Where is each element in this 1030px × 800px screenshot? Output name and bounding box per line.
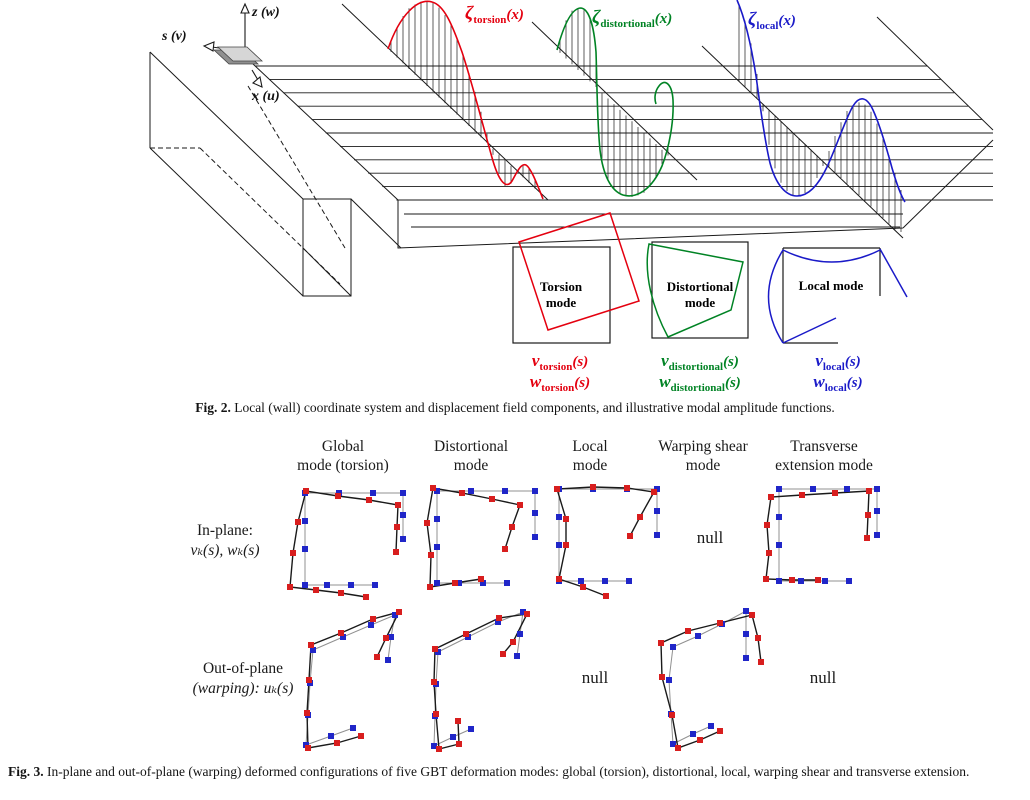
fig2-caption-label: Fig. 2. xyxy=(195,400,231,415)
fig2-drawing: Torsion mode Distortional mode Local mod… xyxy=(149,0,994,344)
header-global-mode: Global mode (torsion) xyxy=(297,438,389,475)
v-torsion-label: vtorsion(s) xyxy=(531,351,589,373)
longitudinal-stripes xyxy=(255,65,993,201)
w-torsion-label: wtorsion(s) xyxy=(529,372,591,394)
zeta-local-label: ζlocal(x) xyxy=(748,9,796,32)
distortional-mode-label-line2: mode xyxy=(685,295,716,310)
w-distortional-label: wdistortional(s) xyxy=(659,372,741,394)
z-axis-label: z (w) xyxy=(252,5,280,20)
local-amplitude-curve xyxy=(736,0,906,203)
distortional-mode-box: Distortional mode xyxy=(646,241,749,339)
diagram-inplane-distortional xyxy=(424,485,538,590)
torsion-mode-label-line2: mode xyxy=(546,295,577,310)
diagram-outofplane-distortional xyxy=(431,609,530,752)
row-label-out-of-plane: Out-of-plane (warping): uₖ(s) xyxy=(192,660,294,698)
v-distortional-label: vdistortional(s) xyxy=(661,351,739,373)
torsion-mode-box: Torsion mode xyxy=(512,212,640,344)
x-axis-label: x (u) xyxy=(252,89,280,104)
coordinate-axes xyxy=(202,2,263,88)
fold-lines xyxy=(252,3,994,239)
header-local-mode: Local mode xyxy=(572,438,608,475)
fig3-caption: Fig. 3. In-plane and out-of-plane (warpi… xyxy=(8,762,1022,782)
hatch-lines xyxy=(390,1,902,232)
null-inplane-warping-shear: null xyxy=(696,528,724,547)
member-outline xyxy=(149,3,994,297)
null-outofplane-transverse: null xyxy=(809,668,837,687)
fig3-caption-label: Fig. 3. xyxy=(8,764,44,779)
wall-element-plate xyxy=(212,46,264,65)
v-local-label: vlocal(s) xyxy=(815,351,861,373)
fig3-caption-text: In-plane and out-of-plane (warping) defo… xyxy=(47,764,970,779)
torsion-mode-label-line1: Torsion xyxy=(540,279,583,294)
zeta-torsion-label: ζtorsion(x) xyxy=(465,3,524,26)
distortional-deformed-shape xyxy=(646,243,744,338)
local-mode-label: Local mode xyxy=(799,278,864,293)
hidden-edges xyxy=(150,85,346,285)
diagram-outofplane-warping-shear xyxy=(658,608,764,751)
diagram-inplane-transverse xyxy=(763,486,880,584)
w-local-label: wlocal(s) xyxy=(813,372,863,394)
null-outofplane-local: null xyxy=(581,668,609,687)
header-warping-shear-mode: Warping shear mode xyxy=(658,438,748,475)
fig2-caption-text: Local (wall) coordinate system and displ… xyxy=(234,400,835,415)
torsion-amplitude-curve xyxy=(387,0,544,200)
diagram-outofplane-global xyxy=(303,609,402,751)
header-transverse-extension-mode: Transverse extension mode xyxy=(775,438,873,475)
diagram-inplane-local xyxy=(554,484,660,599)
local-mode-box: Local mode xyxy=(767,247,908,344)
row-label-in-plane: In-plane: vₖ(s), wₖ(s) xyxy=(190,522,260,560)
local-deformed-shape xyxy=(767,248,908,344)
fig2-caption: Fig. 2. Local (wall) coordinate system a… xyxy=(0,398,1030,418)
diagram-inplane-global xyxy=(287,488,406,600)
distortional-amplitude-curve xyxy=(556,7,674,197)
s-axis-label: s (v) xyxy=(162,29,187,44)
torsion-deformed-shape xyxy=(518,212,640,331)
distortional-mode-label-line1: Distortional xyxy=(667,279,734,294)
header-distortional-mode: Distortional mode xyxy=(433,438,509,475)
zeta-distortional-label: ζdistortional(x) xyxy=(592,7,673,30)
